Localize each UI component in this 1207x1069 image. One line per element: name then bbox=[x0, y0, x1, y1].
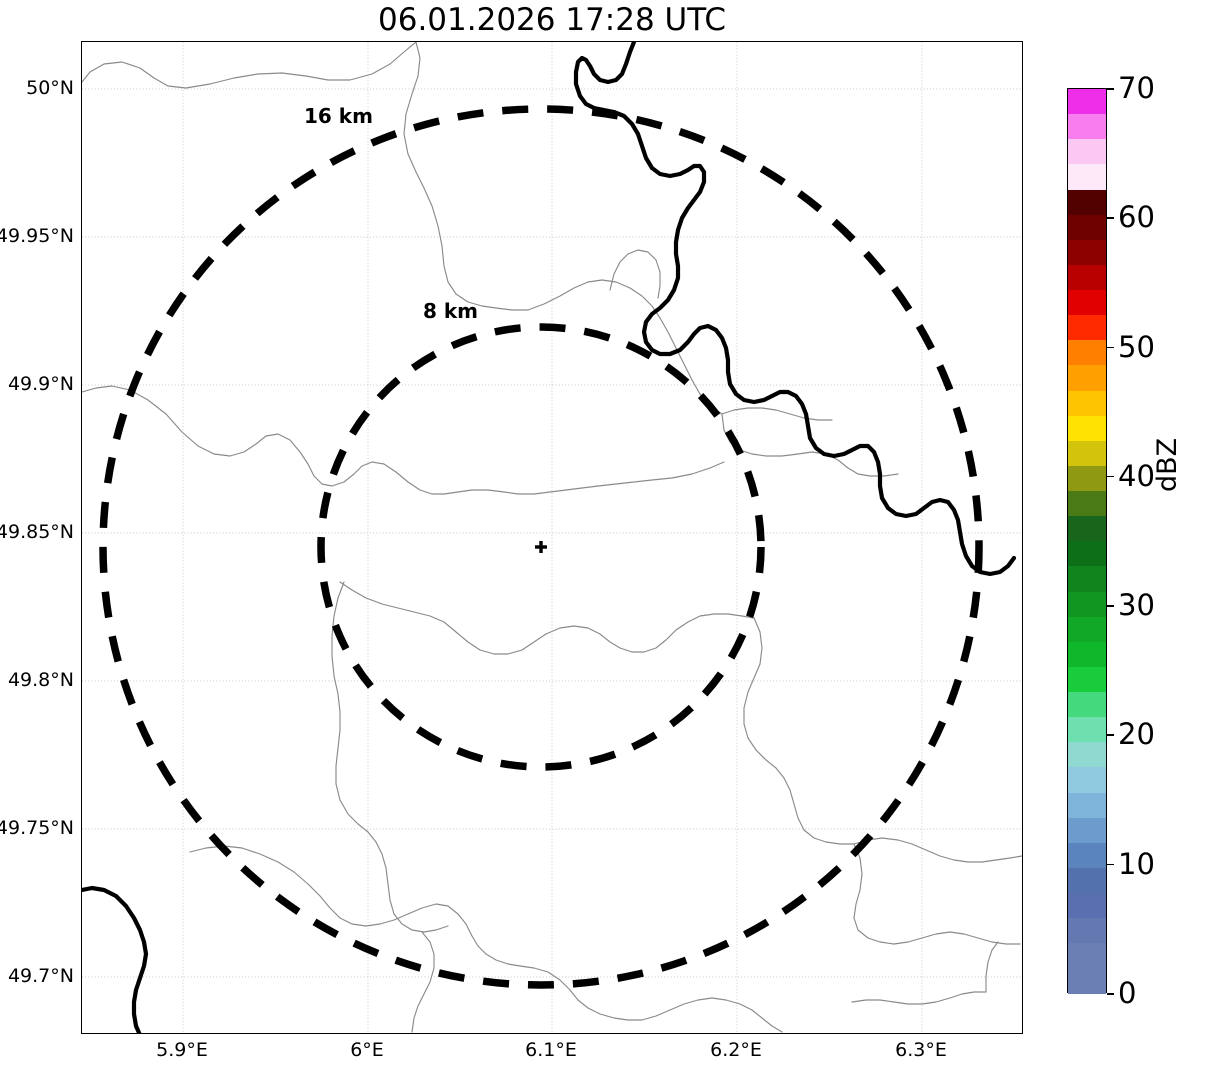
range-ring-8km bbox=[317, 323, 765, 771]
colorbar-band bbox=[1068, 817, 1106, 843]
colorbar-band bbox=[1068, 290, 1106, 316]
x-tick-3: 6.2°E bbox=[710, 1039, 762, 1061]
ring-label-8km: 8 km bbox=[423, 299, 479, 323]
colorbar-tick-label: 50 bbox=[1118, 329, 1155, 364]
colorbar-band bbox=[1068, 692, 1106, 718]
colorbar-band bbox=[1068, 566, 1106, 592]
colorbar-band bbox=[1068, 591, 1106, 617]
colorbar-band bbox=[1068, 390, 1106, 416]
colorbar-tick-mark bbox=[1107, 734, 1114, 737]
colorbar-tick-label: 20 bbox=[1118, 717, 1155, 752]
colorbar-band bbox=[1068, 666, 1106, 692]
admin-boundaries bbox=[82, 42, 1022, 1033]
y-tick-6: 50°N bbox=[26, 77, 74, 99]
colorbar-band bbox=[1068, 139, 1106, 165]
ring-label-16km: 16 km bbox=[304, 104, 373, 128]
colorbar-band bbox=[1068, 440, 1106, 466]
colorbar-band bbox=[1068, 842, 1106, 868]
colorbar-tick-mark bbox=[1107, 346, 1114, 349]
x-tick-0: 5.9°E bbox=[156, 1039, 208, 1061]
range-rings bbox=[99, 105, 983, 989]
colorbar-ticks: 0 10 20 30 40 50 60 70 bbox=[1107, 71, 1167, 1010]
colorbar-tick-label: 0 bbox=[1118, 976, 1137, 1010]
colorbar-band bbox=[1068, 415, 1106, 441]
colorbar-tick-label: 40 bbox=[1118, 458, 1155, 493]
y-tick-2: 49.8°N bbox=[7, 669, 74, 691]
colorbar-band bbox=[1068, 893, 1106, 919]
colorbar-band bbox=[1068, 465, 1106, 491]
colorbar-band bbox=[1068, 89, 1106, 115]
x-tick-4: 6.3°E bbox=[895, 1039, 947, 1061]
colorbar-band bbox=[1068, 365, 1106, 391]
range-ring-16km bbox=[99, 105, 983, 989]
colorbar-band bbox=[1068, 717, 1106, 743]
colorbar[interactable] bbox=[1067, 88, 1107, 994]
colorbar-band bbox=[1068, 541, 1106, 567]
y-tick-1: 49.75°N bbox=[0, 817, 74, 839]
map-canvas bbox=[82, 42, 1022, 1033]
colorbar-tick-mark bbox=[1107, 863, 1114, 866]
y-tick-4: 49.9°N bbox=[7, 373, 74, 395]
colorbar-band bbox=[1068, 491, 1106, 517]
y-tick-5: 49.95°N bbox=[0, 225, 74, 247]
y-axis-tick-labels: 49.7°N 49.75°N 49.8°N 49.85°N 49.9°N 49.… bbox=[0, 0, 74, 1069]
colorbar-band bbox=[1068, 943, 1106, 969]
y-tick-0: 49.7°N bbox=[7, 965, 74, 987]
colorbar-tick-label: 30 bbox=[1118, 588, 1155, 623]
colorbar-band bbox=[1068, 641, 1106, 667]
y-tick-3: 49.85°N bbox=[0, 521, 74, 543]
colorbar-band bbox=[1068, 114, 1106, 140]
colorbar-band bbox=[1068, 968, 1106, 994]
national-border bbox=[82, 42, 1017, 1033]
colorbar-tick-mark bbox=[1107, 217, 1114, 219]
colorbar-band bbox=[1068, 767, 1106, 793]
colorbar-band bbox=[1068, 516, 1106, 542]
x-tick-2: 6.1°E bbox=[525, 1039, 577, 1061]
colorbar-band bbox=[1068, 616, 1106, 642]
colorbar-band bbox=[1068, 742, 1106, 768]
radar-center-marker bbox=[535, 541, 547, 553]
figure-title: 06.01.2026 17:28 UTC bbox=[378, 2, 726, 38]
colorbar-band bbox=[1068, 315, 1106, 341]
colorbar-band bbox=[1068, 867, 1106, 893]
colorbar-tick-label: 60 bbox=[1118, 200, 1155, 235]
colorbar-tick-mark bbox=[1107, 605, 1114, 607]
colorbar-tick-label: 10 bbox=[1118, 846, 1155, 881]
colorbar-band bbox=[1068, 918, 1106, 944]
colorbar-tick-mark bbox=[1107, 993, 1114, 995]
map-plot-area[interactable]: 16 km 8 km bbox=[81, 41, 1023, 1034]
colorbar-band bbox=[1068, 239, 1106, 265]
colorbar-band bbox=[1068, 792, 1106, 818]
colorbar-axis-label: dBZ bbox=[1152, 437, 1183, 492]
colorbar-band bbox=[1068, 189, 1106, 215]
x-tick-1: 6°E bbox=[350, 1039, 384, 1061]
colorbar-tick-mark bbox=[1107, 475, 1114, 478]
colorbar-tick-mark bbox=[1107, 88, 1114, 90]
colorbar-tick-label: 70 bbox=[1118, 71, 1155, 105]
gridlines bbox=[82, 42, 1022, 1033]
colorbar-band bbox=[1068, 164, 1106, 190]
colorbar-band bbox=[1068, 214, 1106, 240]
colorbar-band bbox=[1068, 264, 1106, 290]
colorbar-band bbox=[1068, 340, 1106, 366]
